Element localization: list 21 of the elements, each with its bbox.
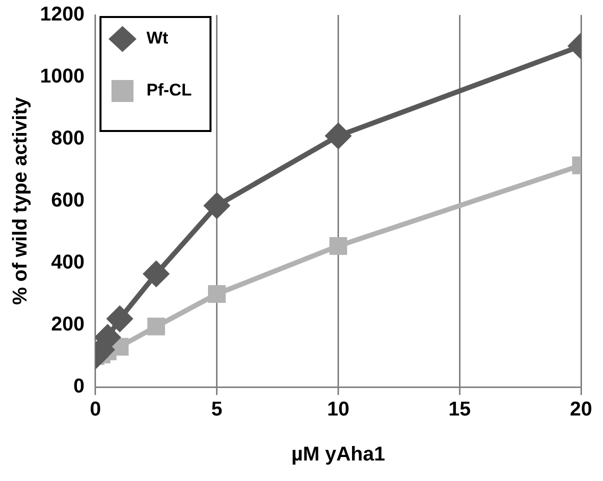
y-tick-label: 400 [51, 252, 84, 274]
x-tick-label: 10 [327, 398, 350, 421]
point [208, 285, 226, 303]
point [147, 318, 166, 336]
legend-label: Wt [146, 28, 169, 48]
x-tick-label: 5 [211, 398, 222, 421]
legend-label: Pf-CL [146, 80, 192, 100]
x-tick-label: 15 [448, 398, 471, 421]
x-axis-title: µM yAha1 [291, 444, 386, 466]
point [144, 261, 169, 286]
point [204, 193, 230, 218]
y-axis-title: % of wild type activity [10, 96, 32, 305]
y-tick-label: 1200 [40, 4, 84, 26]
y-tick-label: 200 [51, 314, 84, 336]
y-tick-label: 600 [51, 190, 84, 212]
x-tick-label: 0 [90, 398, 102, 421]
x-tick-label: 20 [570, 398, 592, 421]
y-tick-label: 800 [51, 128, 84, 150]
y-tick-label: 0 [73, 376, 84, 398]
point [107, 306, 132, 332]
y-tick-label: 1000 [40, 66, 84, 88]
